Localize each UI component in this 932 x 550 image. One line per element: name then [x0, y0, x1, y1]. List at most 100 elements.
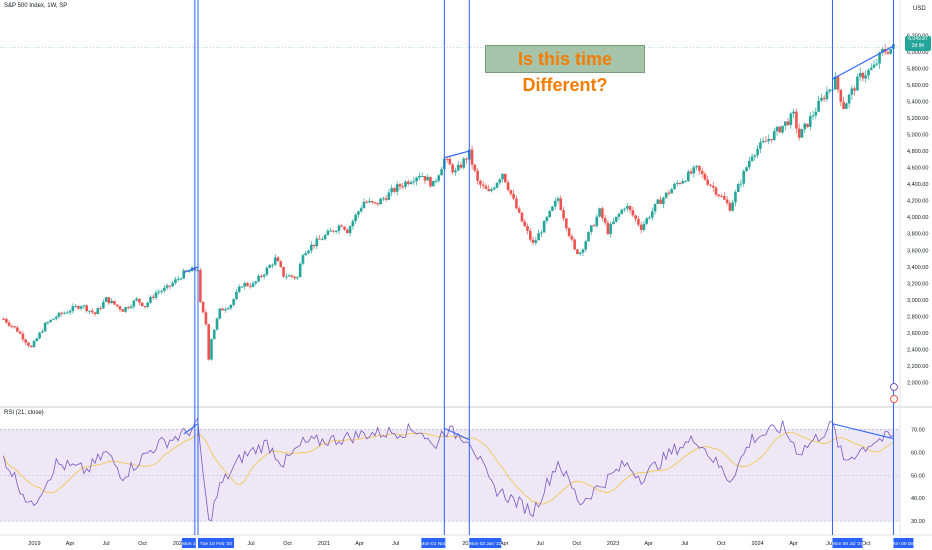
candle-body	[113, 300, 116, 305]
candle-body	[570, 236, 574, 240]
candle-body	[886, 52, 890, 54]
candle-body	[767, 139, 771, 142]
candle-body	[756, 148, 759, 156]
candle-body	[99, 308, 102, 310]
candle-body	[709, 184, 712, 186]
candle-body	[456, 164, 460, 171]
candle-body	[337, 225, 341, 231]
candle-body	[764, 140, 768, 142]
candle-body	[165, 285, 169, 288]
rsi-ma-line	[3, 431, 894, 505]
candle-body	[576, 249, 579, 254]
candle-body	[833, 76, 837, 90]
price-tick-label: 3,000.00	[907, 298, 928, 304]
candle-body	[495, 182, 499, 188]
annotation-box[interactable]: Is this time Different?	[485, 45, 645, 95]
last-price-value: 6,049.87	[908, 36, 928, 42]
candle-body	[645, 218, 649, 224]
candle-body	[334, 230, 338, 232]
candle-body	[526, 226, 529, 231]
candle-body	[71, 306, 75, 312]
price-tick-label: 4,000.00	[907, 215, 928, 221]
candle-body	[559, 198, 563, 211]
candle-body	[415, 177, 418, 182]
candle-body	[429, 177, 432, 187]
rsi-tick-label: 30.00	[911, 519, 925, 525]
candle-body	[348, 226, 352, 234]
candle-body	[778, 126, 782, 133]
candle-body	[118, 306, 122, 310]
candle-body	[673, 184, 676, 190]
candle-body	[309, 244, 313, 251]
candle-body	[617, 213, 621, 217]
candle-body	[675, 182, 679, 185]
candle-body	[565, 218, 568, 229]
candle-body	[63, 312, 66, 314]
price-tick-label: 2,400.00	[907, 348, 928, 354]
candle-body	[853, 88, 856, 91]
candle-body	[304, 253, 308, 256]
candle-body	[90, 310, 94, 313]
candle-body	[315, 238, 319, 247]
price-tick-label: 5,800.00	[907, 66, 928, 72]
candle-body	[720, 195, 723, 197]
candle-body	[326, 230, 330, 235]
candle-body	[218, 308, 222, 319]
candle-body	[517, 208, 521, 213]
candle-body	[817, 100, 820, 112]
candle-body	[60, 312, 64, 314]
candle-body	[492, 187, 496, 190]
candle-body	[551, 206, 554, 211]
price-tick-label: 5,600.00	[907, 83, 928, 89]
countdown-label: 2d 9h	[911, 43, 925, 49]
candle-body	[473, 164, 477, 171]
candle-body	[143, 305, 147, 307]
candle-body	[487, 189, 490, 191]
candle-body	[418, 175, 421, 178]
time-tick-label: Jul	[248, 541, 255, 547]
candle-body	[2, 318, 5, 320]
candle-body	[581, 249, 585, 253]
candle-body	[154, 292, 158, 298]
candle-body	[465, 158, 468, 160]
flag-icon[interactable]	[890, 395, 898, 403]
candle-body	[226, 308, 230, 310]
candle-body	[102, 301, 105, 309]
candle-body	[684, 181, 687, 183]
candle-body	[343, 226, 346, 230]
candle-body	[725, 199, 729, 203]
marker-date-label: Mon 08 Jul '24	[832, 541, 863, 547]
candle-body	[79, 306, 83, 309]
candle-body	[786, 121, 790, 125]
candle-body	[828, 89, 831, 92]
time-tick-label: Apr	[644, 541, 653, 547]
candle-body	[323, 234, 327, 240]
candle-body	[49, 319, 52, 323]
candle-body	[620, 209, 624, 214]
candle-body	[836, 76, 840, 90]
candle-body	[626, 206, 629, 209]
candle-body	[224, 309, 227, 311]
candle-body	[847, 94, 851, 104]
candle-body	[739, 183, 743, 185]
candle-body	[387, 192, 391, 200]
candle-body	[301, 255, 305, 264]
time-tick-label: Oct	[862, 541, 871, 547]
candle-body	[784, 121, 787, 126]
candle-body	[431, 180, 435, 187]
candle-body	[448, 158, 452, 165]
candle-body	[115, 304, 119, 307]
candle-body	[736, 184, 740, 192]
candle-body	[176, 278, 180, 280]
candle-body	[800, 129, 804, 138]
candle-body	[174, 279, 177, 284]
candle-body	[235, 291, 238, 300]
divergence-line	[444, 150, 470, 159]
candle-body	[373, 202, 377, 204]
candle-body	[57, 312, 61, 317]
candle-body	[603, 217, 607, 223]
alert-icon[interactable]	[890, 383, 898, 391]
candle-body	[601, 208, 604, 218]
candle-body	[512, 193, 515, 199]
